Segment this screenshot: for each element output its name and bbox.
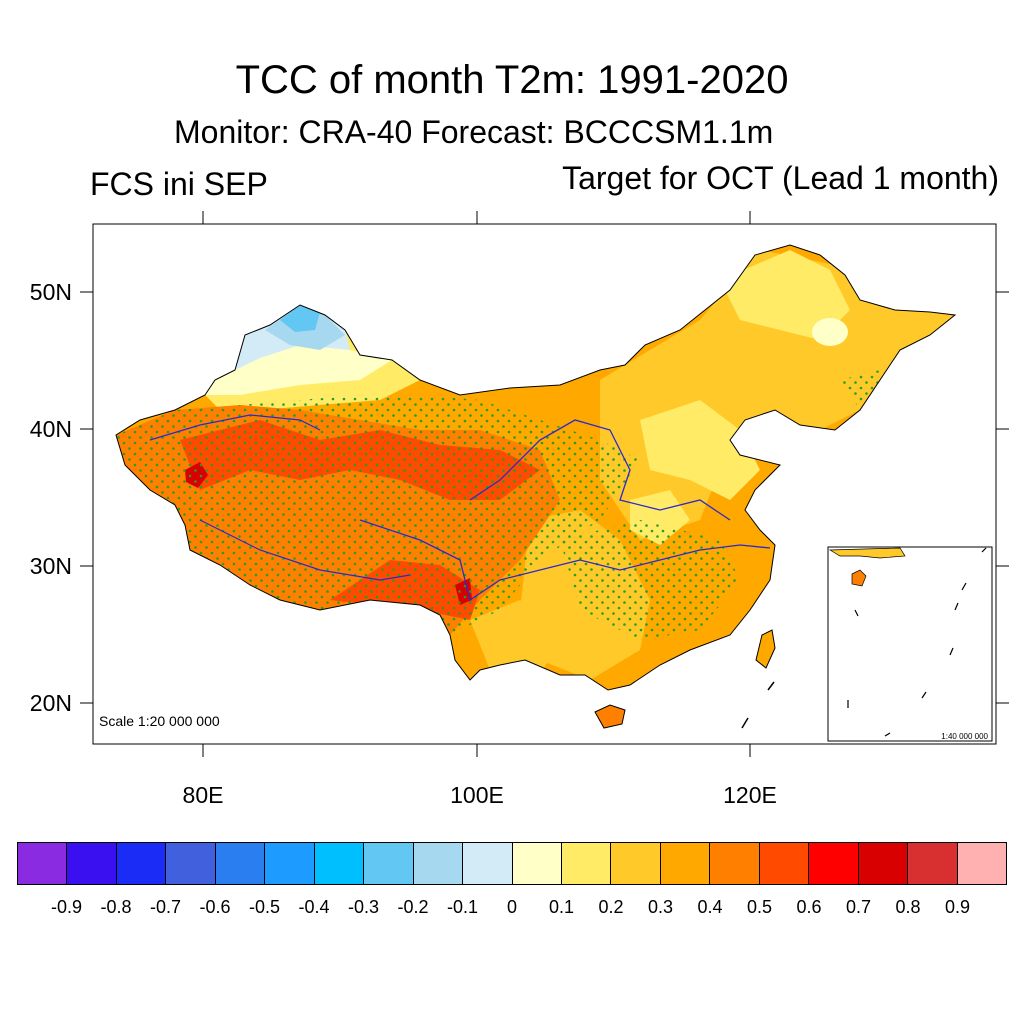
colorbar-swatch (809, 843, 859, 884)
lat-label-40n: 40N (30, 416, 72, 442)
colorbar-label: 0.2 (598, 897, 624, 917)
colorbar-label: -0.6 (199, 897, 231, 917)
colorbar (17, 842, 1007, 885)
colorbar-swatch (314, 843, 365, 884)
colorbar-swatch (364, 843, 414, 884)
axis-ticks (80, 211, 1009, 757)
colorbar-label: 0.8 (895, 897, 921, 917)
colorbar-swatch (116, 843, 167, 884)
colorbar-label: 0.1 (548, 897, 575, 917)
colorbar-label: -0.2 (397, 897, 429, 917)
colorbar-swatch (660, 843, 711, 884)
colorbar-swatch (215, 843, 266, 884)
colorbar-label: -0.9 (50, 897, 83, 917)
colorbar-label: 0.5 (746, 897, 773, 917)
colorbar-swatch (265, 843, 315, 884)
target-label: Target for OCT (Lead 1 month) (562, 160, 999, 196)
nine-dash-line (741, 681, 775, 729)
colorbar-swatch (166, 843, 216, 884)
river-tarim (149, 414, 321, 441)
initialization-label: FCS ini SEP (90, 166, 268, 202)
scale-label: Scale 1:20 000 000 (99, 713, 220, 729)
china-border (115, 244, 957, 691)
colorbar-swatch (710, 843, 760, 884)
river-yarlung (199, 519, 411, 581)
colorbar-swatch (611, 843, 661, 884)
colorbar-swatch (957, 843, 1007, 884)
colorbar-label: 0.9 (944, 897, 971, 917)
colorbar-swatch (512, 843, 562, 884)
colorbar-swatch (908, 843, 958, 884)
river-yangtze (359, 519, 771, 602)
colorbar-label: -0.3 (347, 897, 380, 917)
lat-label-20n: 20N (30, 690, 72, 716)
colorbar-label: 0.3 (647, 897, 674, 917)
colorbar-swatch (67, 843, 117, 884)
colorbar-label: 0.4 (697, 897, 723, 917)
lon-label-100e: 100E (450, 782, 504, 808)
lat-label-30n: 30N (30, 553, 72, 579)
chart-title: TCC of month T2m: 1991-2020 (235, 58, 789, 102)
colorbar-label: -0.1 (446, 897, 479, 917)
colorbar-label: -0.8 (100, 897, 132, 917)
taiwan-island (755, 629, 776, 669)
chart-subtitle: Monitor: CRA-40 Forecast: BCCCSM1.1m (174, 114, 774, 150)
colorbar-swatch (18, 843, 68, 884)
colorbar-swatch (561, 843, 612, 884)
river-yellow (469, 419, 731, 521)
colorbar-label: -0.5 (248, 897, 281, 917)
south-china-sea-inset (827, 546, 993, 742)
colorbar-swatch (463, 843, 513, 884)
colorbar-swatch (413, 843, 464, 884)
colorbar-swatch (858, 843, 909, 884)
colorbar-label: -0.7 (149, 897, 182, 917)
inset-scale-label: 1:40 000 000 (941, 732, 988, 741)
colorbar-labels: -0.9 -0.8 -0.7 -0.6 -0.5 -0.4 -0.3 -0.2 -0.1 0 0.1… (17, 897, 1007, 921)
colorbar-label: 0 (506, 897, 518, 917)
colorbar-label: 0.7 (845, 897, 872, 917)
colorbar-swatch (759, 843, 810, 884)
hainan-island (594, 704, 626, 729)
colorbar-label: -0.4 (298, 897, 330, 917)
colorbar-label: 0.6 (796, 897, 822, 917)
lat-label-50n: 50N (30, 279, 72, 305)
lon-label-120e: 120E (723, 782, 777, 808)
lon-label-80e: 80E (183, 782, 224, 808)
